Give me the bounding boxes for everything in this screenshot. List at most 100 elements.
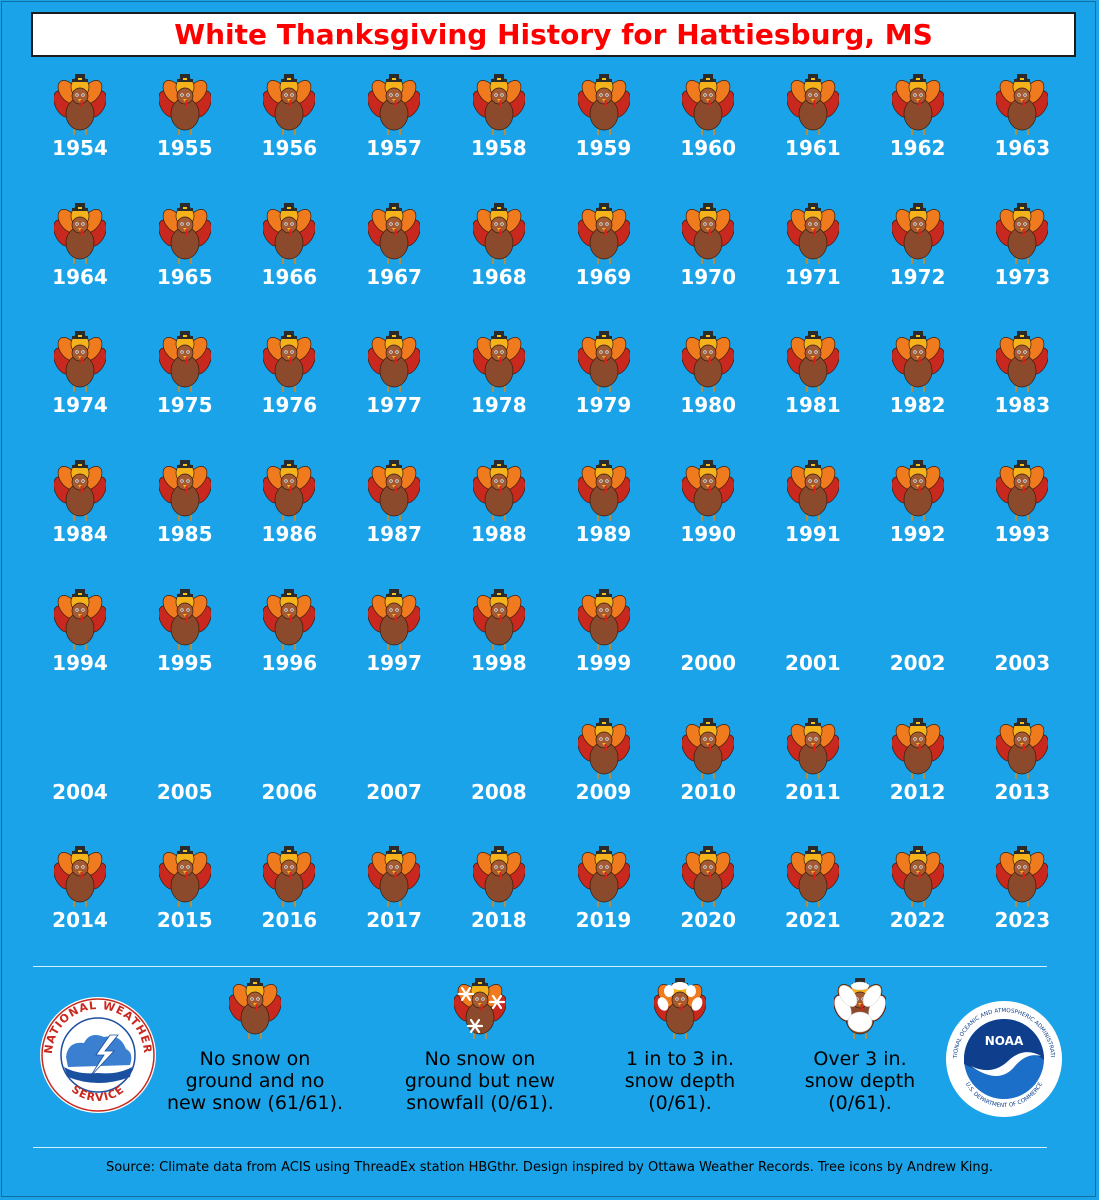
year-cell: 2004 <box>30 718 130 828</box>
year-cell: 1973 <box>972 203 1072 313</box>
year-label: 1965 <box>156 264 213 289</box>
turkey-icon <box>996 203 1048 265</box>
year-label: 1972 <box>889 264 946 289</box>
year-cell: 1984 <box>30 460 130 570</box>
noaa-logo: NOAA NATIONAL OCEANIC AND ATMOSPHERIC AD… <box>945 1000 1062 1117</box>
turkey-icon <box>892 718 944 780</box>
year-label: 2017 <box>366 908 422 933</box>
year-cell: 2017 <box>344 846 444 956</box>
year-label: 1996 <box>261 650 318 675</box>
turkey-icon <box>159 589 211 651</box>
year-cell: 1994 <box>30 589 130 699</box>
year-cell: 1990 <box>658 460 758 570</box>
year-cell: 1969 <box>554 203 654 313</box>
year-label: 1960 <box>680 136 737 160</box>
turkey-icon <box>368 846 420 908</box>
year-label: 2006 <box>261 779 318 804</box>
nws-logo: NATIONAL WEATHER SERVICE <box>40 997 156 1113</box>
legend-line: (0/61). <box>828 1092 892 1114</box>
turkey-icon <box>578 460 630 522</box>
turkey-icon <box>787 718 839 780</box>
legend-line: snow depth <box>624 1070 736 1092</box>
year-cell: 1957 <box>344 74 444 184</box>
turkey-icon <box>578 74 630 136</box>
year-cell: 1967 <box>344 203 444 313</box>
title-box: White Thanksgiving History for Hattiesbu… <box>31 12 1076 57</box>
year-label: 2016 <box>261 908 318 933</box>
turkey-icon <box>892 203 944 265</box>
turkey-icon <box>682 203 734 265</box>
turkey-icon <box>473 589 525 651</box>
turkey-icon <box>682 74 734 136</box>
year-label: 2005 <box>156 779 213 804</box>
chart-title: White Thanksgiving History for Hattiesbu… <box>174 18 933 51</box>
year-label: 1980 <box>680 393 737 418</box>
turkey-icon <box>787 846 839 908</box>
noaa-logo-center-text: NOAA <box>985 1034 1024 1048</box>
year-label: 2007 <box>366 779 422 804</box>
turkey-icon <box>159 846 211 908</box>
turkey-icon <box>159 460 211 522</box>
year-cell: 1975 <box>135 331 235 441</box>
year-cell: 1995 <box>135 589 235 699</box>
turkey-icon <box>578 718 630 780</box>
turkey-icon <box>473 203 525 265</box>
legend-line: No snow on <box>199 1048 311 1070</box>
turkey-icon <box>54 203 106 265</box>
year-cell: 1985 <box>135 460 235 570</box>
year-label: 1958 <box>470 136 527 160</box>
year-cell: 1970 <box>658 203 758 313</box>
year-cell: 1956 <box>239 74 339 184</box>
year-cell: 1971 <box>763 203 863 313</box>
year-cell: 1976 <box>239 331 339 441</box>
turkey-icon <box>368 589 420 651</box>
year-cell: 2018 <box>449 846 549 956</box>
year-cell: 1977 <box>344 331 444 441</box>
turkey-icon <box>578 331 630 393</box>
turkey-icon <box>578 203 630 265</box>
year-cell: 1987 <box>344 460 444 570</box>
year-label: 1957 <box>366 136 422 160</box>
turkey-icon <box>159 74 211 136</box>
year-label: 2010 <box>680 779 737 804</box>
year-label: 1990 <box>680 522 737 547</box>
year-cell: 1998 <box>449 589 549 699</box>
year-label: 1987 <box>366 522 422 547</box>
year-label: 1977 <box>366 393 422 418</box>
year-label: 2004 <box>52 779 108 804</box>
year-label: 1956 <box>261 136 318 160</box>
year-label: 1985 <box>156 522 213 547</box>
year-label: 1982 <box>889 393 946 418</box>
turkey-icon <box>54 331 106 393</box>
year-cell: 1979 <box>554 331 654 441</box>
year-label: 1974 <box>52 393 108 418</box>
year-cell: 1960 <box>658 74 758 184</box>
year-cell: 1966 <box>239 203 339 313</box>
turkey-icon <box>54 846 106 908</box>
year-label: 2023 <box>994 908 1051 933</box>
year-label: 2018 <box>470 908 527 933</box>
year-label: 2002 <box>889 650 946 675</box>
year-cell: 1983 <box>972 331 1072 441</box>
year-cell: 2014 <box>30 846 130 956</box>
year-label: 1975 <box>156 393 213 418</box>
year-label: 1992 <box>889 522 946 547</box>
year-cell: 2019 <box>554 846 654 956</box>
year-label: 2001 <box>785 650 841 675</box>
turkey-icon <box>996 846 1048 908</box>
year-cell: 2006 <box>239 718 339 828</box>
year-label: 1979 <box>575 393 632 418</box>
year-cell: 1963 <box>972 74 1072 184</box>
year-cell: 2001 <box>763 589 863 699</box>
year-label: 1964 <box>52 264 108 289</box>
turkey-icon <box>787 460 839 522</box>
year-label: 1976 <box>261 393 318 418</box>
year-label: 1999 <box>575 650 632 675</box>
turkey-icon <box>263 460 315 522</box>
year-cell: 2012 <box>868 718 968 828</box>
turkey-icon <box>892 460 944 522</box>
year-label: 1981 <box>785 393 841 418</box>
year-cell: 1992 <box>868 460 968 570</box>
year-label: 1984 <box>52 522 108 547</box>
year-label: 1986 <box>261 522 318 547</box>
